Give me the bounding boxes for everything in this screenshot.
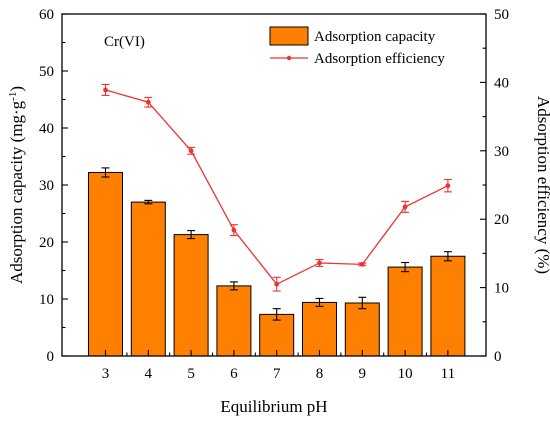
legend: Adsorption capacity Adsorption efficienc… xyxy=(269,26,445,67)
line-point xyxy=(359,261,365,267)
line-point xyxy=(145,99,151,105)
left-axis-title: Adsorption capacity (mg·g-1) xyxy=(7,86,26,284)
x-tick-label: 7 xyxy=(273,366,281,382)
bar xyxy=(344,302,380,357)
bar xyxy=(387,266,423,357)
line-point xyxy=(188,148,194,154)
x-axis-title: Equilibrium pH xyxy=(220,397,327,416)
right-tick-label: 30 xyxy=(494,144,509,160)
left-tick-label: 0 xyxy=(47,349,55,365)
right-tick-label: 10 xyxy=(494,281,509,297)
left-tick-label: 30 xyxy=(39,178,54,194)
bar xyxy=(216,285,252,357)
right-tick-label: 40 xyxy=(494,75,509,91)
legend-bar-label: Adsorption capacity xyxy=(314,29,436,45)
left-axis-title-main: Adsorption capacity (mg·g xyxy=(7,100,26,284)
line-point xyxy=(445,183,451,189)
bar xyxy=(130,201,166,357)
x-tick-label: 5 xyxy=(187,366,195,382)
legend-bar-swatch xyxy=(269,26,309,46)
left-tick-label: 10 xyxy=(39,292,54,308)
left-tick-label: 60 xyxy=(39,7,54,23)
legend-line-marker xyxy=(286,55,292,61)
bar xyxy=(173,234,209,357)
line-point xyxy=(317,260,322,266)
right-tick-label: 0 xyxy=(494,349,502,365)
line-point xyxy=(231,227,237,233)
annotation-label: Cr(VI) xyxy=(104,34,145,50)
line-point xyxy=(274,281,280,287)
right-axis-title: Adsorption efficiency (%) xyxy=(534,96,550,274)
x-tick-label: 4 xyxy=(145,366,153,382)
left-tick-label: 20 xyxy=(39,235,54,251)
left-axis-title-end: ) xyxy=(7,86,26,92)
bar xyxy=(430,255,466,357)
left-axis-title-sup: -1 xyxy=(7,92,19,101)
x-tick-label: 10 xyxy=(398,366,413,382)
x-tick-label: 3 xyxy=(102,366,110,382)
line-point xyxy=(103,87,108,93)
x-tick-label: 8 xyxy=(316,366,324,382)
line-point xyxy=(402,204,408,210)
bar-errorbars-layer xyxy=(101,167,452,321)
right-tick-label: 50 xyxy=(494,7,509,23)
legend-line-label: Adsorption efficiency xyxy=(314,51,445,67)
x-tick-label: 11 xyxy=(441,366,455,382)
left-tick-label: 40 xyxy=(39,121,54,137)
left-tick-label: 50 xyxy=(39,64,54,80)
line-layer xyxy=(101,83,452,292)
bar xyxy=(88,171,123,357)
x-tick-label: 6 xyxy=(230,366,238,382)
bar xyxy=(302,301,337,357)
x-tick-label: 9 xyxy=(359,366,367,382)
right-tick-label: 20 xyxy=(494,212,509,228)
ticks-layer: 0 10 20 30 40 50 60 0 10 20 30 40 50 3 4 5 6 7 8 9 10 11 xyxy=(39,7,509,382)
